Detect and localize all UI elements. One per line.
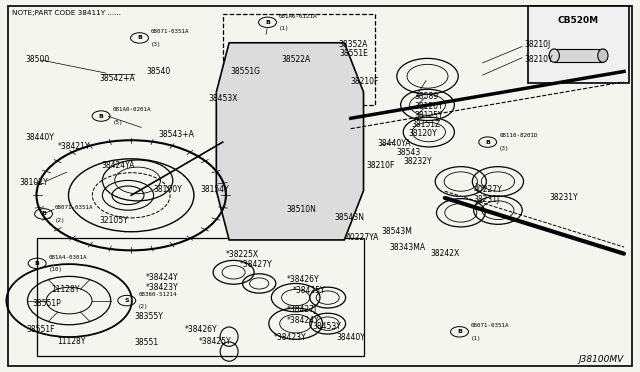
- Text: 38440YA: 38440YA: [378, 139, 411, 148]
- Text: 38589: 38589: [415, 92, 439, 101]
- Text: B: B: [137, 35, 142, 41]
- Text: 38440Y: 38440Y: [26, 133, 54, 142]
- Ellipse shape: [598, 49, 608, 62]
- Text: 38231J: 38231J: [474, 195, 500, 203]
- Text: *38426Y: *38426Y: [184, 325, 217, 334]
- Text: 38453X: 38453X: [208, 94, 237, 103]
- Text: (10): (10): [49, 267, 63, 272]
- Text: 38210F: 38210F: [351, 77, 379, 86]
- Text: B: B: [41, 211, 46, 217]
- Text: *38424Y: *38424Y: [146, 273, 179, 282]
- Text: 38355Y: 38355Y: [134, 312, 163, 321]
- Text: 32105Y: 32105Y: [99, 216, 128, 225]
- Text: 38543N: 38543N: [334, 213, 364, 222]
- Text: (2): (2): [55, 218, 65, 222]
- Text: 38551G: 38551G: [230, 67, 260, 76]
- Text: 38352A: 38352A: [338, 40, 367, 49]
- Bar: [37, 238, 364, 356]
- Text: 38154Y: 38154Y: [200, 185, 229, 194]
- Text: 38522A: 38522A: [282, 55, 311, 64]
- Text: 38125Y: 38125Y: [415, 111, 444, 120]
- Text: (5): (5): [113, 120, 123, 125]
- Text: B: B: [485, 140, 490, 145]
- Text: 08071-0351A: 08071-0351A: [471, 323, 509, 328]
- Text: (3): (3): [151, 42, 161, 46]
- Text: (3): (3): [499, 146, 509, 151]
- Text: 38210Y: 38210Y: [525, 55, 554, 64]
- Text: *38427J: *38427J: [287, 305, 317, 314]
- Text: 38551E: 38551E: [339, 49, 368, 58]
- Text: 38231Y: 38231Y: [549, 193, 578, 202]
- Text: *38423Y: *38423Y: [274, 333, 307, 342]
- Text: 38540: 38540: [146, 67, 170, 76]
- Text: 38440Y: 38440Y: [336, 333, 365, 342]
- Text: 38102Y: 38102Y: [19, 178, 48, 187]
- Text: 38453Y: 38453Y: [312, 322, 341, 331]
- Text: 38551F: 38551F: [27, 325, 56, 334]
- Text: 081A4-0301A: 081A4-0301A: [49, 255, 87, 260]
- Text: 38551P: 38551P: [32, 299, 61, 308]
- Text: 081A0-0201A: 081A0-0201A: [113, 108, 151, 112]
- Text: 40227YA: 40227YA: [346, 233, 379, 242]
- Text: (2): (2): [138, 304, 148, 309]
- Text: *38424Y: *38424Y: [287, 316, 319, 325]
- Text: 38242X: 38242X: [430, 249, 460, 258]
- Polygon shape: [216, 43, 364, 240]
- Text: *38427Y: *38427Y: [240, 260, 273, 269]
- Text: 40227Y: 40227Y: [474, 185, 502, 194]
- Text: B: B: [265, 20, 270, 25]
- Text: 38210F: 38210F: [366, 161, 394, 170]
- Text: 38551: 38551: [134, 339, 159, 347]
- Bar: [528, 6, 629, 83]
- Text: 38543+A: 38543+A: [159, 130, 195, 139]
- Text: B: B: [99, 113, 104, 119]
- Text: 38120Y: 38120Y: [415, 102, 444, 110]
- Text: 38543: 38543: [397, 148, 421, 157]
- Text: 38343MA: 38343MA: [389, 243, 425, 252]
- Text: *38421Y: *38421Y: [58, 142, 90, 151]
- Text: 38542+A: 38542+A: [99, 74, 135, 83]
- Text: *38426Y: *38426Y: [287, 275, 319, 284]
- Text: B: B: [457, 329, 462, 334]
- Text: 38232Y: 38232Y: [403, 157, 432, 166]
- Text: 08360-51214: 08360-51214: [138, 292, 177, 297]
- Text: 38120Y: 38120Y: [408, 129, 437, 138]
- Text: 38510N: 38510N: [287, 205, 317, 214]
- Text: *38425Y: *38425Y: [198, 337, 231, 346]
- Text: (1): (1): [279, 26, 289, 31]
- Text: *38425Y: *38425Y: [293, 286, 326, 295]
- Ellipse shape: [549, 49, 559, 62]
- Text: NOTE;PART CODE 38411Y ......: NOTE;PART CODE 38411Y ......: [12, 10, 120, 16]
- Text: 38151Z: 38151Z: [412, 120, 441, 129]
- Text: (1): (1): [471, 336, 481, 340]
- Text: 08110-8201D: 08110-8201D: [499, 134, 538, 138]
- Text: 11128Y: 11128Y: [51, 285, 79, 294]
- Text: J38100MV: J38100MV: [579, 355, 624, 364]
- Text: 38210J: 38210J: [525, 40, 551, 49]
- Text: 38543M: 38543M: [381, 227, 412, 236]
- Text: S: S: [124, 298, 129, 303]
- Text: 11128Y: 11128Y: [58, 337, 86, 346]
- Bar: [554, 49, 603, 62]
- Text: *38423Y: *38423Y: [146, 283, 179, 292]
- Text: 08071-0351A: 08071-0351A: [55, 205, 93, 210]
- Text: 38100Y: 38100Y: [154, 185, 182, 194]
- Text: *38225X: *38225X: [225, 250, 259, 259]
- Text: 38424YA: 38424YA: [101, 161, 134, 170]
- Text: 081A6-6121A: 081A6-6121A: [279, 14, 317, 19]
- Text: B: B: [35, 261, 40, 266]
- Bar: [223, 14, 375, 105]
- Text: CB520M: CB520M: [558, 16, 599, 25]
- Text: 38500: 38500: [26, 55, 50, 64]
- Text: 08071-0351A: 08071-0351A: [151, 29, 189, 34]
